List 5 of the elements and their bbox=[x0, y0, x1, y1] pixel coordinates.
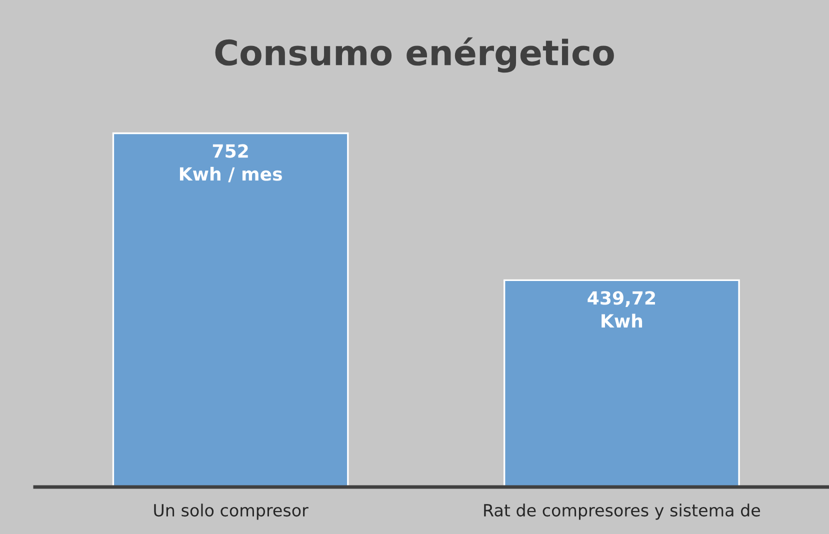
x-tick-label: Rat de compresores y sistema de bbox=[484, 504, 760, 520]
chart-title: Consumo enérgetico bbox=[215, 37, 614, 73]
x-tick-label: Un solo compresor bbox=[154, 504, 308, 520]
data-label: 752 Kwh / mes bbox=[180, 144, 282, 182]
data-label: 439,72 Kwh bbox=[588, 291, 655, 328]
